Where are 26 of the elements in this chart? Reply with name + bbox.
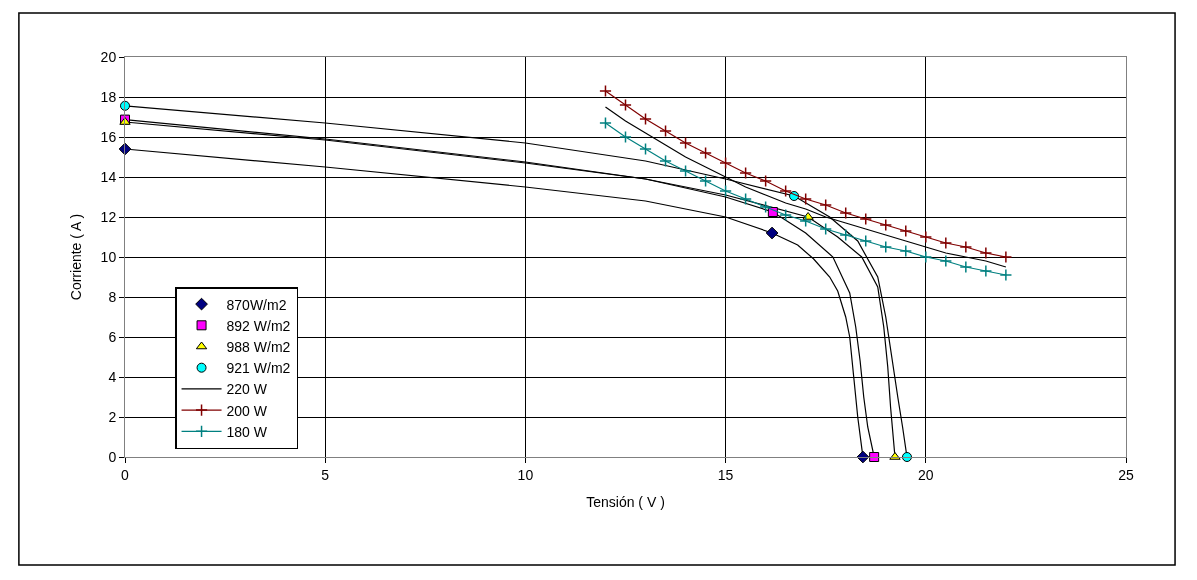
y-tick-label: 20 (100, 48, 117, 65)
x-tick-label: 0 (121, 466, 130, 483)
y-tick-label: 18 (100, 88, 117, 105)
legend-label: 870W/m2 (226, 296, 287, 313)
x-axis-title: Tensión ( V ) (586, 494, 665, 511)
y-tick-label: 6 (108, 328, 117, 345)
y-tick-label: 12 (100, 208, 117, 225)
x-tick-label: 20 (918, 466, 934, 483)
y-tick-label: 10 (100, 248, 117, 265)
y-tick-label: 0 (108, 448, 117, 465)
x-tick-label: 10 (517, 466, 534, 483)
y-tick-label: 14 (100, 168, 117, 185)
y-axis-title: Corriente ( A ) (68, 213, 85, 301)
y-tick-label: 16 (100, 128, 117, 145)
legend-label: 892 W/m2 (226, 317, 291, 334)
x-tick-label: 5 (321, 466, 330, 483)
legend-label: 220 W (226, 381, 268, 398)
legend-label: 988 W/m2 (226, 338, 291, 355)
x-tick-label: 15 (717, 466, 734, 483)
legend-label: 180 W (226, 423, 268, 440)
y-tick-label: 4 (108, 368, 117, 385)
y-tick-label: 2 (108, 408, 117, 425)
legend-label: 200 W (226, 402, 268, 419)
legend-label: 921 W/m2 (226, 360, 291, 377)
y-tick-label: 8 (108, 288, 117, 305)
x-tick-label: 25 (1118, 466, 1134, 483)
